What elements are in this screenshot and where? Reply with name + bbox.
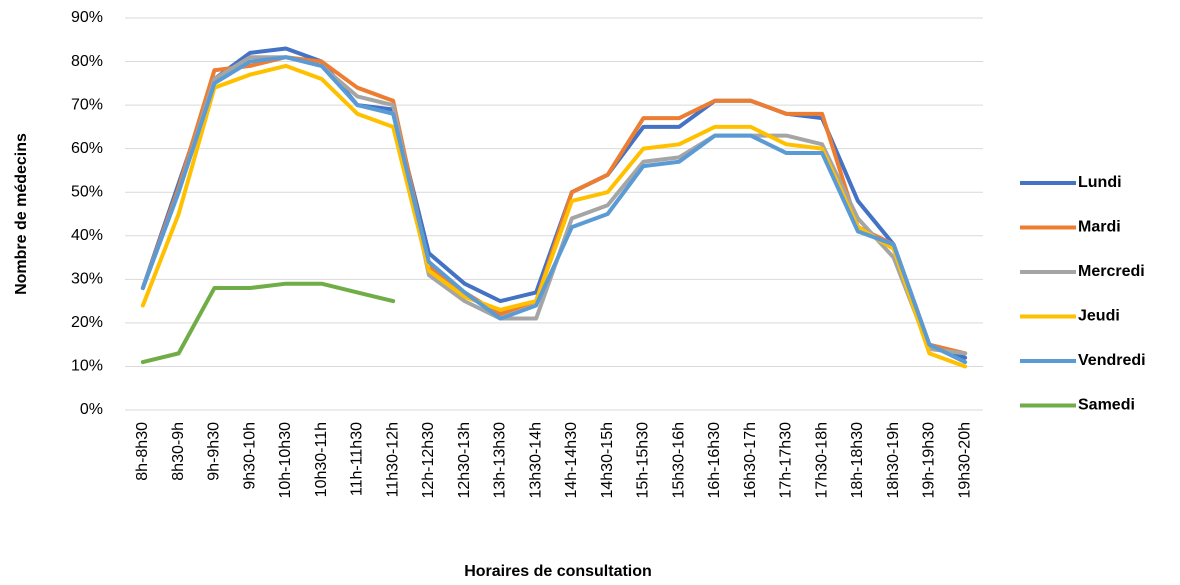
x-tick-label: 9h-9h30 [206, 422, 223, 481]
x-tick-label: 8h-8h30 [134, 422, 151, 481]
series-line [140, 55, 968, 365]
x-tick-label: 13h-13h30 [492, 422, 509, 499]
x-tick-label: 15h30-16h [670, 422, 687, 499]
y-axis-title: Nombre de médecins [13, 133, 30, 295]
series-line [140, 281, 396, 365]
legend-label: Mardi [1078, 219, 1121, 236]
x-tick-label: 15h-15h30 [635, 422, 652, 499]
x-tick-label: 9h30-10h [241, 422, 258, 490]
y-tick-label: 80% [71, 53, 103, 70]
x-tick-label: 19h30-20h [956, 422, 973, 499]
y-tick-label: 10% [71, 358, 103, 375]
y-tick-label: 70% [71, 96, 103, 113]
x-tick-label: 11h-11h30 [349, 422, 366, 496]
x-tick-label: 16h-16h30 [706, 422, 723, 499]
x-tick-label: 10h30-11h [313, 422, 330, 497]
x-tick-label: 12h-12h30 [420, 422, 437, 499]
x-tick-label: 16h30-17h [742, 422, 759, 499]
x-tick-label: 13h30-14h [527, 422, 544, 499]
y-tick-label: 40% [71, 227, 103, 244]
x-tick-label: 12h30-13h [456, 422, 473, 499]
legend-label: Jeudi [1078, 308, 1120, 325]
legend-label: Samedi [1078, 397, 1135, 414]
y-tick-label: 30% [71, 271, 103, 288]
y-tick-label: 50% [71, 183, 103, 200]
y-tick-label: 90% [71, 9, 103, 26]
x-axis-title: Horaires de consultation [464, 563, 652, 580]
x-tick-label: 10h-10h30 [277, 422, 294, 499]
x-tick-label: 11h30-12h [384, 422, 401, 497]
x-tick-label: 17h30-18h [813, 422, 830, 499]
series-line [140, 63, 968, 369]
x-tick-label: 17h-17h30 [778, 422, 795, 499]
y-tick-label: 20% [71, 314, 103, 331]
series-line [140, 55, 968, 356]
legend-label: Vendredi [1078, 352, 1146, 369]
y-tick-label: 0% [80, 401, 103, 418]
x-tick-label: 14h30-15h [599, 422, 616, 499]
legend-label: Mercredi [1078, 263, 1145, 280]
legend-label: Lundi [1078, 174, 1122, 191]
x-tick-label: 8h30-9h [170, 422, 187, 481]
x-tick-label: 19h-19h30 [921, 422, 938, 499]
y-tick-label: 60% [71, 140, 103, 157]
x-tick-label: 18h30-19h [885, 422, 902, 499]
series-line [140, 55, 968, 356]
x-tick-label: 14h-14h30 [563, 422, 580, 499]
x-tick-label: 18h-18h30 [849, 422, 866, 499]
series-line [140, 46, 968, 360]
